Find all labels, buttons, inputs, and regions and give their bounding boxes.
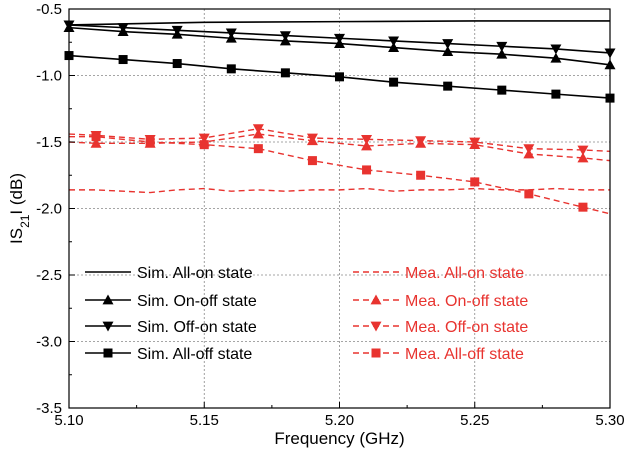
y-tick-label: -0.5 bbox=[36, 1, 62, 18]
point-sim-all-off-state bbox=[118, 55, 128, 65]
point-mea-all-off-state bbox=[91, 132, 101, 142]
point-sim-all-off-state bbox=[172, 59, 182, 69]
y-tick-label: -1.5 bbox=[36, 134, 62, 151]
point-mea-on-off-state bbox=[90, 137, 102, 148]
y-tick-label: -3.0 bbox=[36, 334, 62, 351]
point-mea-on-off-state bbox=[361, 140, 373, 151]
point-sim-all-off-state bbox=[226, 64, 236, 74]
x-tick-label: 5.10 bbox=[54, 412, 83, 429]
point-mea-off-on-state bbox=[198, 133, 210, 144]
legend-label: Sim. On-off state bbox=[137, 293, 257, 310]
point-mea-all-off-state bbox=[253, 144, 263, 154]
point-sim-off-on-state bbox=[225, 28, 237, 39]
legend-entry-sim-all-off-state: Sim. All-off state bbox=[85, 346, 252, 363]
point-mea-off-on-state bbox=[469, 137, 481, 148]
point-sim-on-off-state bbox=[550, 52, 562, 63]
y-axis-title-main: IS bbox=[7, 228, 26, 244]
legend-marker bbox=[103, 348, 113, 358]
series-line-mea-all-off-state bbox=[69, 135, 610, 215]
point-mea-off-on-state bbox=[252, 124, 264, 135]
y-axis-title-subscript: 21 bbox=[18, 214, 32, 228]
point-sim-on-off-state bbox=[496, 48, 508, 59]
legend-entry-sim-off-on-state: Sim. Off-on state bbox=[85, 319, 257, 336]
point-sim-on-off-state bbox=[442, 46, 454, 56]
legend-entry-mea-all-off-state: Mea. All-off state bbox=[353, 346, 524, 363]
legend-label: Mea. On-off state bbox=[405, 293, 528, 310]
point-mea-all-off-state bbox=[199, 140, 209, 150]
point-sim-off-on-state bbox=[279, 31, 291, 42]
point-mea-on-off-state bbox=[577, 152, 589, 163]
point-sim-all-off-state bbox=[280, 68, 290, 78]
point-sim-off-on-state bbox=[388, 36, 400, 47]
point-sim-all-off-state bbox=[389, 77, 399, 87]
legend-entry-mea-all-on-state: Mea. All-on state bbox=[353, 265, 524, 282]
y-tick-label: -2.5 bbox=[36, 267, 62, 284]
point-sim-on-off-state bbox=[388, 42, 400, 52]
point-sim-all-off-state bbox=[335, 72, 344, 82]
legend-label: Mea. Off-on state bbox=[405, 319, 528, 336]
x-tick-label: 5.15 bbox=[190, 412, 219, 429]
x-axis-title: Frequency (GHz) bbox=[274, 429, 404, 448]
point-mea-all-off-state bbox=[524, 189, 534, 199]
legend-label: Sim. All-on state bbox=[137, 265, 253, 282]
series-markers bbox=[63, 20, 616, 212]
series-line-mea-on-off-state bbox=[69, 133, 610, 162]
axis-ticks: 5.10 5.15 5.20 5.25 5.30 -3.5 -3.0 -2.5 -2.0 -1.5… bbox=[36, 1, 624, 429]
legend-marker bbox=[370, 294, 382, 305]
legend-entry-sim-on-off-state: Sim. On-off state bbox=[85, 293, 257, 310]
series-line-sim-all-on-state bbox=[69, 20, 610, 26]
series-line-mea-off-on-state bbox=[69, 127, 610, 153]
legend-marker bbox=[370, 321, 382, 332]
point-sim-all-off-state bbox=[551, 89, 561, 99]
point-sim-off-on-state bbox=[496, 41, 508, 52]
point-mea-all-off-state bbox=[470, 177, 480, 187]
point-mea-all-off-state bbox=[362, 165, 372, 175]
grid-lines bbox=[69, 9, 610, 408]
y-axis-title: IS21I (dB) bbox=[7, 173, 32, 244]
legend-label: Mea. All-off state bbox=[405, 346, 524, 363]
series-line-mea-all-on-state bbox=[69, 187, 610, 194]
legend-label: Mea. All-on state bbox=[405, 265, 524, 282]
legend-label: Sim. Off-on state bbox=[137, 319, 257, 336]
point-mea-off-on-state bbox=[415, 136, 427, 147]
x-tick-label: 5.25 bbox=[460, 412, 489, 429]
point-sim-off-on-state bbox=[117, 23, 129, 34]
point-sim-all-off-state bbox=[497, 85, 507, 95]
legend-marker bbox=[371, 348, 381, 358]
y-tick-label: -2.0 bbox=[36, 201, 62, 218]
legend-marker bbox=[102, 294, 114, 305]
legend-label: Sim. All-off state bbox=[137, 346, 252, 363]
x-tick-label: 5.20 bbox=[325, 412, 354, 429]
y-axis-title-rest: I (dB) bbox=[7, 173, 26, 215]
point-sim-off-on-state bbox=[334, 33, 345, 44]
point-mea-all-off-state bbox=[578, 202, 588, 212]
point-mea-off-on-state bbox=[523, 144, 535, 155]
point-mea-all-off-state bbox=[416, 170, 426, 180]
point-sim-off-on-state bbox=[171, 25, 183, 36]
point-sim-all-off-state bbox=[443, 81, 453, 91]
legend-entry-mea-off-on-state: Mea. Off-on state bbox=[353, 319, 528, 336]
legend: Sim. All-on state Sim. On-off state Sim. O… bbox=[85, 265, 528, 363]
point-sim-off-on-state bbox=[442, 39, 454, 50]
point-mea-off-on-state bbox=[361, 134, 373, 145]
point-mea-all-off-state bbox=[307, 156, 317, 166]
y-tick-label: -1.0 bbox=[36, 68, 62, 85]
legend-marker bbox=[102, 321, 114, 332]
point-mea-off-on-state bbox=[577, 145, 589, 156]
y-tick-label: -3.5 bbox=[36, 400, 62, 417]
point-mea-off-on-state bbox=[306, 133, 318, 144]
x-tick-label: 5.30 bbox=[595, 412, 624, 429]
point-sim-off-on-state bbox=[550, 44, 562, 55]
legend-entry-mea-on-off-state: Mea. On-off state bbox=[353, 293, 528, 310]
legend-entry-sim-all-on-state: Sim. All-on state bbox=[85, 265, 253, 282]
point-mea-all-off-state bbox=[145, 137, 155, 147]
